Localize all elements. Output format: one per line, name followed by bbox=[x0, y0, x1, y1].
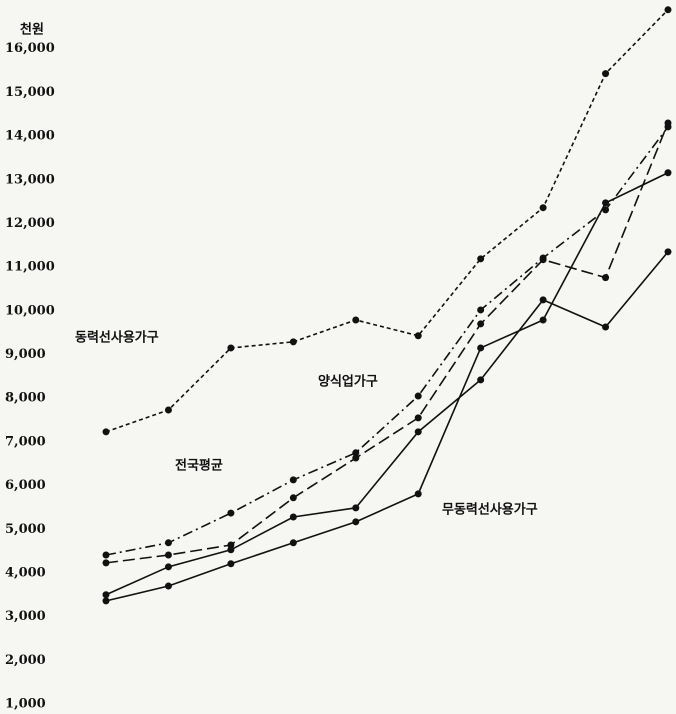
y-tick-label: 12,000 bbox=[5, 216, 55, 231]
data-point bbox=[164, 582, 172, 590]
y-tick-label: 2,000 bbox=[5, 653, 46, 668]
data-point bbox=[602, 206, 610, 214]
data-point bbox=[539, 316, 547, 324]
data-point bbox=[102, 591, 110, 599]
y-tick-label: 15,000 bbox=[5, 85, 55, 100]
data-point bbox=[664, 248, 672, 256]
series-line bbox=[105, 126, 669, 556]
series-label: 무동력선사용가구 bbox=[442, 502, 538, 518]
data-point bbox=[352, 518, 360, 526]
data-point bbox=[352, 454, 360, 462]
data-point bbox=[539, 204, 547, 212]
data-point bbox=[664, 169, 672, 177]
data-point bbox=[227, 560, 235, 568]
data-point bbox=[164, 406, 172, 414]
data-point bbox=[602, 323, 610, 331]
data-point bbox=[102, 428, 110, 436]
y-tick-label: 8,000 bbox=[5, 391, 46, 406]
data-point bbox=[102, 559, 110, 567]
data-point bbox=[352, 449, 360, 457]
y-tick-label: 9,000 bbox=[5, 347, 46, 362]
data-point bbox=[227, 546, 235, 554]
y-tick-label: 10,000 bbox=[5, 303, 55, 318]
data-point bbox=[164, 539, 172, 547]
data-point bbox=[602, 274, 610, 282]
y-tick-label: 1,000 bbox=[5, 697, 46, 712]
series-label: 전국평균 bbox=[175, 458, 223, 474]
y-tick-label: 4,000 bbox=[5, 565, 46, 580]
data-point bbox=[164, 551, 172, 559]
data-point bbox=[227, 509, 235, 517]
data-point bbox=[414, 392, 422, 400]
data-point bbox=[664, 119, 672, 127]
series-line bbox=[105, 251, 669, 596]
data-point bbox=[227, 541, 235, 549]
data-point bbox=[477, 320, 485, 328]
data-point bbox=[289, 513, 297, 521]
y-tick-label: 11,000 bbox=[5, 260, 55, 275]
y-tick-label: 5,000 bbox=[5, 522, 46, 537]
y-tick-label: 6,000 bbox=[5, 478, 46, 493]
unit-label: 천원 bbox=[20, 23, 44, 38]
data-point bbox=[477, 255, 485, 263]
data-point bbox=[602, 70, 610, 78]
data-point bbox=[289, 338, 297, 346]
data-point bbox=[414, 428, 422, 436]
data-point bbox=[289, 494, 297, 502]
data-point bbox=[102, 597, 110, 605]
data-point bbox=[477, 376, 485, 384]
data-point bbox=[539, 256, 547, 264]
series-line bbox=[105, 172, 669, 602]
data-point bbox=[102, 551, 110, 559]
data-point bbox=[664, 6, 672, 14]
series-line bbox=[105, 122, 669, 564]
data-point bbox=[477, 344, 485, 352]
y-tick-label: 3,000 bbox=[5, 609, 46, 624]
data-point bbox=[539, 296, 547, 304]
y-tick-label: 16,000 bbox=[5, 41, 55, 56]
data-point bbox=[352, 504, 360, 512]
data-point bbox=[414, 490, 422, 498]
series-label: 동력선사용가구 bbox=[75, 330, 159, 346]
y-tick-label: 13,000 bbox=[5, 172, 55, 187]
data-point bbox=[352, 316, 360, 324]
data-point bbox=[289, 476, 297, 484]
data-point bbox=[164, 563, 172, 571]
data-point bbox=[602, 199, 610, 207]
y-tick-label: 7,000 bbox=[5, 434, 46, 449]
data-point bbox=[289, 539, 297, 547]
data-point bbox=[414, 332, 422, 340]
data-point bbox=[227, 344, 235, 352]
series-label: 양식업가구 bbox=[318, 374, 378, 390]
y-tick-label: 14,000 bbox=[5, 129, 55, 144]
data-point bbox=[414, 414, 422, 422]
data-point bbox=[477, 306, 485, 314]
series-line bbox=[105, 9, 669, 433]
